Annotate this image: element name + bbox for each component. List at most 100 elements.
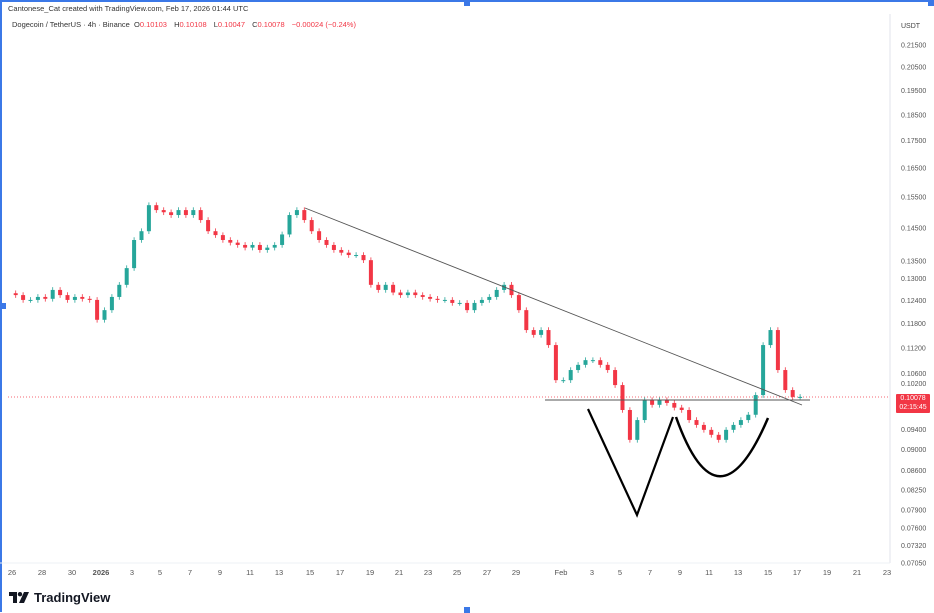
descending-trendline[interactable] bbox=[304, 207, 803, 406]
candle-body bbox=[376, 284, 381, 290]
candle-body bbox=[317, 231, 322, 241]
candle-body bbox=[235, 242, 240, 245]
candle-body bbox=[768, 330, 773, 346]
current-price-tag: 0.10078 02:15:45 bbox=[896, 394, 930, 413]
candle-body bbox=[257, 244, 262, 250]
v-bottom-drawing[interactable] bbox=[587, 408, 675, 518]
resize-handle-top[interactable] bbox=[464, 0, 470, 6]
logo-text: TradingView bbox=[34, 590, 111, 605]
candle-body bbox=[746, 414, 751, 421]
time-tick-label: 13 bbox=[734, 568, 742, 577]
candle-body bbox=[361, 255, 366, 261]
candle-body bbox=[80, 296, 85, 299]
time-tick-label: 23 bbox=[883, 568, 891, 577]
candle-body bbox=[679, 407, 684, 410]
candle-body bbox=[346, 252, 351, 256]
candle-body bbox=[568, 370, 573, 381]
price-tick-label: 0.13000 bbox=[901, 276, 926, 283]
candle-body bbox=[627, 409, 632, 440]
candle-body bbox=[294, 210, 299, 216]
resize-handle-top-right[interactable] bbox=[928, 0, 934, 6]
candle-body bbox=[102, 310, 107, 320]
time-tick-label: 5 bbox=[158, 568, 162, 577]
candle-body bbox=[21, 295, 26, 300]
candle-body bbox=[95, 299, 100, 320]
candle-body bbox=[28, 299, 33, 301]
time-tick-label: 23 bbox=[424, 568, 432, 577]
candle-countdown: 02:15:45 bbox=[899, 404, 927, 411]
candle-body bbox=[753, 395, 758, 415]
candle-body bbox=[539, 330, 544, 335]
time-tick-label: 21 bbox=[395, 568, 403, 577]
symbol-legend: Dogecoin / TetherUS · 4h · Binance O0.10… bbox=[12, 20, 361, 29]
price-tick-label: 0.11200 bbox=[901, 345, 926, 352]
high-value: 0.10108 bbox=[179, 20, 207, 29]
candle-body bbox=[672, 402, 677, 408]
candle-body bbox=[642, 400, 647, 421]
price-tick-label: 0.20500 bbox=[901, 65, 926, 72]
candle-body bbox=[694, 420, 699, 425]
candle-body bbox=[613, 370, 618, 386]
time-tick-label: 19 bbox=[823, 568, 831, 577]
candle-body bbox=[531, 330, 536, 335]
price-tick-label: 0.18500 bbox=[901, 112, 926, 119]
candle-body bbox=[583, 360, 588, 365]
candle-body bbox=[243, 244, 248, 248]
tradingview-logo[interactable]: TradingView bbox=[9, 590, 110, 605]
candle-body bbox=[487, 296, 492, 300]
time-tick-label: 11 bbox=[705, 568, 713, 577]
time-tick-label: 15 bbox=[306, 568, 314, 577]
candle-body bbox=[213, 231, 218, 236]
candle-body bbox=[228, 240, 233, 243]
rounded-bottom-drawing[interactable] bbox=[674, 416, 770, 478]
price-tick-label: 0.10600 bbox=[901, 371, 926, 378]
candle-body bbox=[590, 360, 595, 362]
candle-body bbox=[738, 420, 743, 425]
candle-body bbox=[176, 210, 181, 216]
candle-body bbox=[450, 299, 455, 303]
candle-body bbox=[58, 289, 63, 296]
candle-body bbox=[354, 255, 359, 257]
time-tick-label: 3 bbox=[130, 568, 134, 577]
time-tick-label: 28 bbox=[38, 568, 46, 577]
candle-body bbox=[198, 210, 203, 221]
resize-handle-bottom[interactable] bbox=[464, 607, 470, 613]
candle-body bbox=[117, 284, 122, 297]
candle-body bbox=[761, 345, 766, 396]
resize-handle-left[interactable] bbox=[0, 303, 6, 309]
candle-body bbox=[191, 210, 196, 216]
candles bbox=[13, 202, 803, 443]
low-value: 0.10047 bbox=[217, 20, 246, 29]
price-tick-label: 0.12400 bbox=[901, 298, 926, 305]
price-tick-label: 0.13500 bbox=[901, 259, 926, 266]
time-axis[interactable]: 26 28 30 2026 3 5 7 9 11 13 15 17 19 21 23 25 27 29 Feb 3 5 7… bbox=[8, 568, 891, 577]
candle-body bbox=[65, 295, 70, 300]
candle-body bbox=[124, 268, 129, 285]
time-tick-label: 17 bbox=[336, 568, 344, 577]
price-tick-label: 0.07320 bbox=[901, 543, 926, 550]
candle-body bbox=[331, 244, 336, 250]
candle-body bbox=[442, 299, 447, 301]
time-tick-label: 9 bbox=[678, 568, 682, 577]
close-label: C bbox=[252, 20, 258, 29]
high-label: H bbox=[174, 20, 180, 29]
price-tick-label: 0.21500 bbox=[901, 43, 926, 50]
time-tick-label: 7 bbox=[188, 568, 192, 577]
price-tick-label: 0.19500 bbox=[901, 88, 926, 95]
candle-body bbox=[472, 302, 477, 311]
candle-body bbox=[398, 292, 403, 296]
currency-unit-label[interactable]: USDT bbox=[901, 23, 921, 30]
candle-body bbox=[405, 292, 410, 296]
time-tick-label: 30 bbox=[68, 568, 76, 577]
candle-body bbox=[701, 424, 706, 430]
candle-body bbox=[457, 302, 462, 304]
time-tick-label: 17 bbox=[793, 568, 801, 577]
candle-body bbox=[280, 234, 285, 245]
time-tick-label: 19 bbox=[366, 568, 374, 577]
candle-body bbox=[146, 205, 151, 232]
candle-body bbox=[465, 302, 470, 311]
attribution-text: Cantonese_Cat created with TradingView.c… bbox=[8, 4, 249, 13]
candle-body bbox=[250, 244, 255, 248]
price-axis[interactable]: 0.21500 0.20500 0.19500 0.18500 0.17500 0.165… bbox=[901, 43, 926, 568]
